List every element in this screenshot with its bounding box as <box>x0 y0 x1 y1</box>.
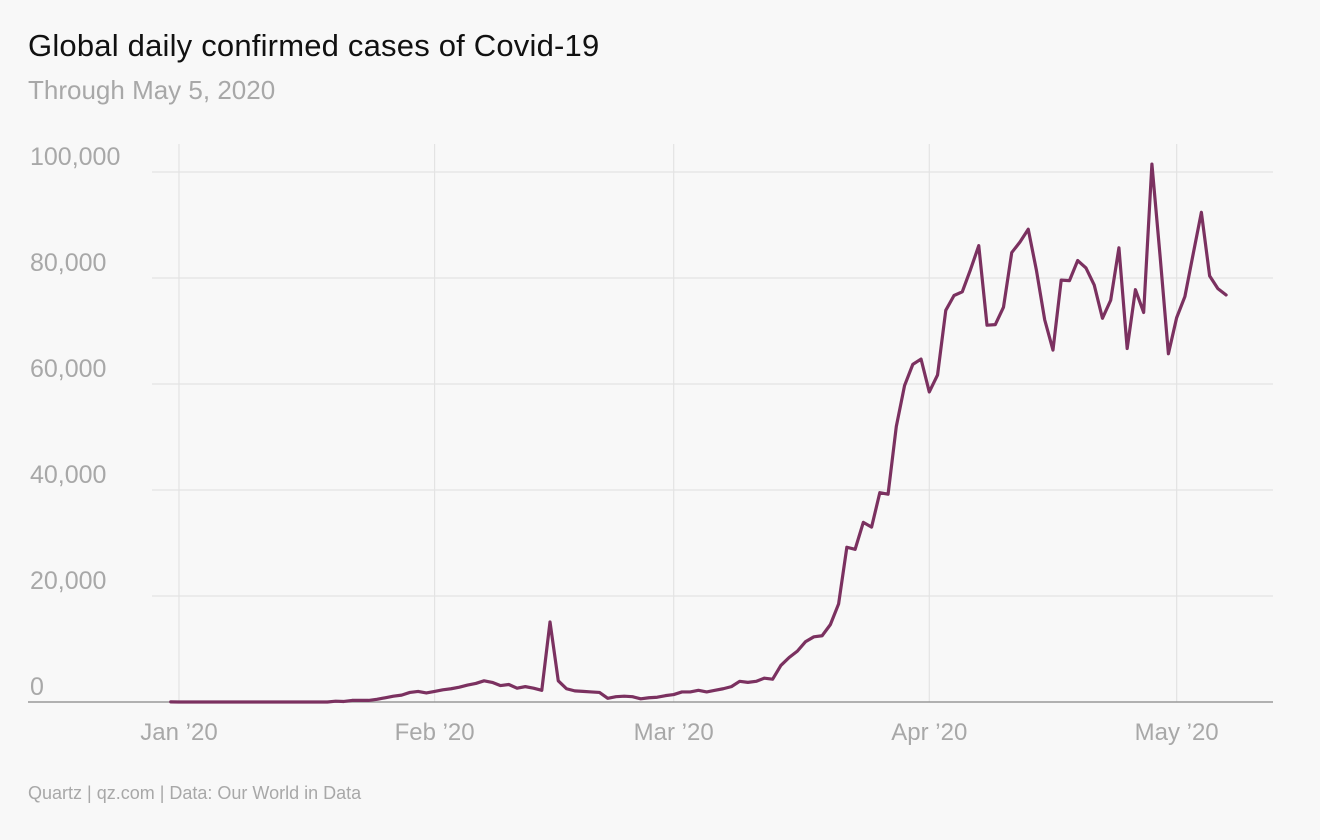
x-tick-label: Jan ’20 <box>140 719 217 746</box>
y-tick-label: 40,000 <box>30 461 106 489</box>
gridlines <box>28 144 1273 703</box>
x-tick-label: Feb ’20 <box>395 719 475 746</box>
series-layer <box>169 162 1228 704</box>
chart-title: Global daily confirmed cases of Covid-19 <box>28 28 600 63</box>
tick-labels: 0 20,000 40,000 60,000 80,000 100,000 Jan ’20 F… <box>30 143 1219 746</box>
series-line-0 <box>169 162 1228 704</box>
y-tick-label: 0 <box>30 673 44 701</box>
y-tick-label: 100,000 <box>30 143 120 171</box>
x-tick-label: Apr ’20 <box>891 719 967 746</box>
y-tick-label: 20,000 <box>30 567 106 595</box>
source-credit: Quartz | qz.com | Data: Our World in Dat… <box>28 783 362 803</box>
y-tick-label: 60,000 <box>30 355 106 383</box>
chart-subtitle: Through May 5, 2020 <box>28 75 276 105</box>
x-tick-label: May ’20 <box>1135 719 1219 746</box>
y-tick-label: 80,000 <box>30 249 106 277</box>
x-tick-label: Mar ’20 <box>634 719 714 746</box>
